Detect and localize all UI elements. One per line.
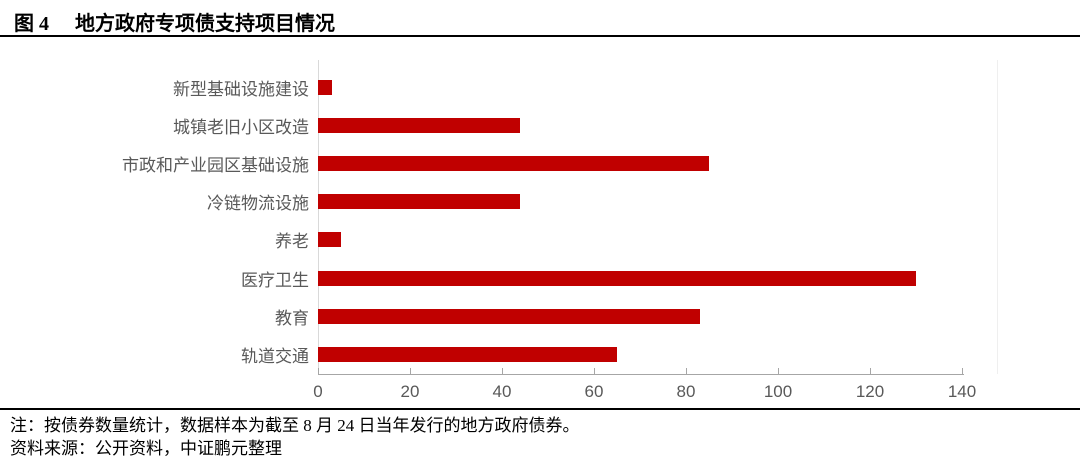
chart-row: 教育 bbox=[0, 297, 1080, 335]
bar-track bbox=[318, 346, 1080, 362]
bar-track bbox=[318, 232, 1080, 248]
bar bbox=[318, 117, 521, 133]
chart-row: 医疗卫生 bbox=[0, 259, 1080, 297]
bar bbox=[318, 194, 521, 210]
x-tick-label: 100 bbox=[763, 382, 793, 401]
figure-footer: 注：按债券数量统计，数据样本为截至 8 月 24 日当年发行的地方政府债券。 资… bbox=[0, 408, 1080, 469]
chart-row: 轨道交通 bbox=[0, 335, 1080, 373]
x-tick-mark bbox=[502, 368, 503, 375]
bar bbox=[318, 308, 700, 324]
category-label: 医疗卫生 bbox=[241, 270, 309, 290]
bar-track bbox=[318, 79, 1080, 95]
bar bbox=[318, 232, 341, 248]
bar bbox=[318, 155, 709, 171]
x-tick-label: 120 bbox=[855, 382, 885, 401]
x-tick-label: 40 bbox=[492, 382, 512, 401]
category-label: 养老 bbox=[275, 232, 309, 252]
category-label: 市政和产业园区基础设施 bbox=[122, 155, 309, 175]
figure-number: 图 4 bbox=[14, 13, 49, 35]
bar bbox=[318, 270, 916, 286]
category-label: 新型基础设施建设 bbox=[173, 79, 309, 99]
bar bbox=[318, 346, 617, 362]
x-tick-label: 0 bbox=[313, 382, 323, 401]
chart-row: 养老 bbox=[0, 221, 1080, 259]
bar-track bbox=[318, 117, 1080, 133]
x-tick-label: 60 bbox=[584, 382, 604, 401]
x-tick-mark bbox=[778, 368, 779, 375]
x-tick-label: 80 bbox=[676, 382, 696, 401]
bar-chart: 新型基础设施建设 城镇老旧小区改造市政和产业园区基础设施冷链物流设施养老医疗卫生教… bbox=[0, 58, 1080, 406]
figure-title: 地方政府专项债支持项目情况 bbox=[75, 13, 335, 35]
category-label: 冷链物流设施 bbox=[207, 194, 309, 214]
x-tick-label: 20 bbox=[400, 382, 420, 401]
x-tick-mark bbox=[686, 368, 687, 375]
x-tick-mark bbox=[594, 368, 595, 375]
figure-header: 图 4 地方政府专项债支持项目情况 bbox=[0, 0, 1080, 37]
category-label: 城镇老旧小区改造 bbox=[173, 117, 309, 137]
source-text: 资料来源：公开资料，中证鹏元整理 bbox=[10, 439, 282, 458]
x-tick-mark bbox=[410, 368, 411, 375]
y-axis-line bbox=[318, 60, 319, 374]
x-tick-label: 140 bbox=[947, 382, 977, 401]
bar-track bbox=[318, 155, 1080, 171]
chart-row: 冷链物流设施 bbox=[0, 183, 1080, 221]
x-axis: 0 20 40 60 80 100 120 140 bbox=[313, 368, 976, 405]
chart-row: 城镇老旧小区改造 bbox=[0, 106, 1080, 144]
chart-row: 市政和产业园区基础设施 bbox=[0, 144, 1080, 182]
note-text: 注：按债券数量统计，数据样本为截至 8 月 24 日当年发行的地方政府债券。 bbox=[10, 416, 580, 435]
x-tick-mark bbox=[318, 368, 319, 375]
plot-right-border bbox=[997, 60, 998, 374]
bar-track bbox=[318, 270, 1080, 286]
category-label: 轨道交通 bbox=[241, 346, 309, 366]
bar-track bbox=[318, 194, 1080, 210]
chart-rows: 新型基础设施建设 城镇老旧小区改造市政和产业园区基础设施冷链物流设施养老医疗卫生教… bbox=[0, 68, 1080, 374]
x-tick-mark bbox=[870, 368, 871, 375]
bar-track bbox=[318, 308, 1080, 324]
category-label: 教育 bbox=[275, 308, 309, 328]
chart-row: 新型基础设施建设 bbox=[0, 68, 1080, 106]
bar bbox=[318, 79, 332, 95]
x-tick-mark bbox=[962, 368, 963, 375]
